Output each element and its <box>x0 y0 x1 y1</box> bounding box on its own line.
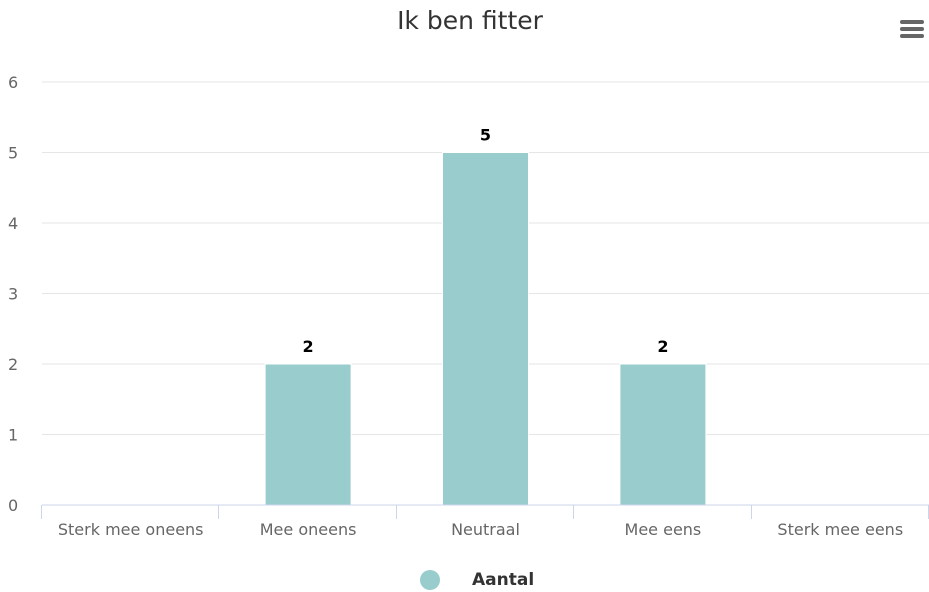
y-tick-label: 4 <box>8 214 18 233</box>
x-tick-label: Sterk mee eens <box>777 520 903 539</box>
y-tick-label: 1 <box>8 426 18 445</box>
menu-bar <box>900 27 924 31</box>
hamburger-icon[interactable] <box>900 20 924 42</box>
bar <box>442 152 529 506</box>
y-tick-label: 3 <box>8 285 18 304</box>
x-tick-label: Neutraal <box>451 520 520 539</box>
data-label: 2 <box>303 337 314 356</box>
x-tick-label: Mee oneens <box>260 520 357 539</box>
chart-title: Ik ben fitter <box>397 6 543 35</box>
legend-marker-icon <box>420 570 440 590</box>
legend-item-aantal[interactable]: Aantal <box>420 569 534 591</box>
y-tick-label: 0 <box>8 496 18 515</box>
legend-label: Aantal <box>472 570 535 590</box>
y-tick-label: 5 <box>8 144 18 163</box>
y-tick-label: 2 <box>8 355 18 374</box>
x-axis: Sterk mee oneens Mee oneens Neutraal Mee ee… <box>41 504 929 539</box>
data-label: 5 <box>480 126 491 145</box>
bars <box>264 152 707 506</box>
menu-bar <box>900 34 924 38</box>
menu-bar <box>900 20 924 24</box>
bar <box>264 363 352 506</box>
bar-chart: 0 1 2 3 4 5 6 2 5 2 Sterk mee oneens Mee oneens Ne… <box>8 73 929 539</box>
data-label: 2 <box>657 337 668 356</box>
data-labels: 2 5 2 <box>303 126 669 357</box>
y-tick-label: 6 <box>8 73 18 92</box>
bar <box>619 363 707 506</box>
x-tick-label: Mee eens <box>625 520 702 539</box>
x-tick-label: Sterk mee oneens <box>58 520 204 539</box>
y-axis-ticks: 0 1 2 3 4 5 6 <box>8 73 18 515</box>
